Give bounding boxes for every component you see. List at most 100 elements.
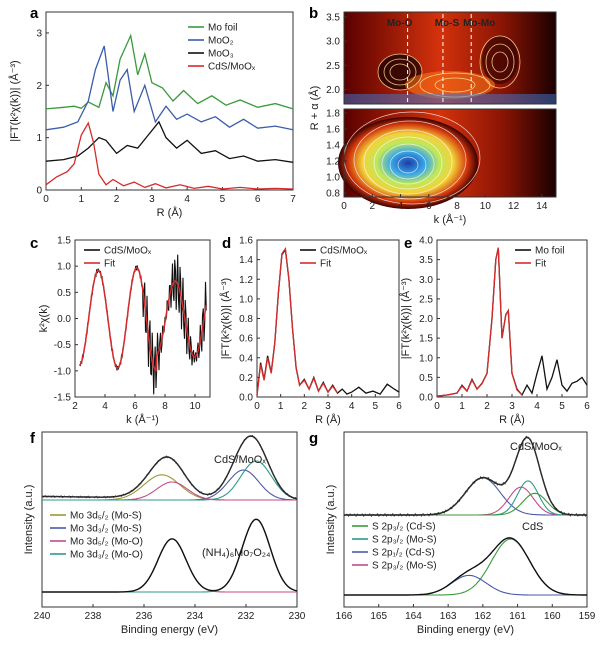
series-line-2 bbox=[45, 120, 294, 163]
x-tick-label: 8 bbox=[162, 401, 168, 412]
x-tick-label: 4 bbox=[349, 401, 355, 412]
legend-entry: Mo 3d₃/₂ (Mo-S) bbox=[70, 524, 142, 535]
y-tick-label: 3.5 bbox=[326, 12, 340, 23]
y-tick-label: -1.5 bbox=[54, 393, 72, 404]
y-tick-label: 1.0 bbox=[57, 262, 71, 273]
series-line-3 bbox=[45, 121, 294, 190]
panel-label-b: b bbox=[309, 5, 318, 22]
x-tick-label: 238 bbox=[85, 611, 102, 622]
legend-entry: Fit bbox=[535, 259, 546, 270]
heatmap-marker-lines bbox=[407, 14, 472, 104]
y-tick-label: 1.8 bbox=[326, 109, 340, 120]
panel-label-f: f bbox=[30, 430, 36, 447]
y-tick-label: 0.0 bbox=[57, 314, 71, 325]
heatmap-top-bright-band bbox=[405, 71, 495, 99]
x-tick-label: 2 bbox=[369, 201, 375, 212]
series-line-data bbox=[79, 254, 207, 395]
x-axis-label: k (Å⁻¹) bbox=[126, 413, 159, 426]
panel-c-chart: 2 4 6 8 10 -1.5 -1.0 -0.5 0.0 0.5 1.0 1.5 k (Å⁻¹) k²χ… bbox=[38, 236, 211, 426]
panel-e-chart: 0 1 2 3 4 5 6 0.0 0.5 1.0 1.5 2.0 2.5 3.0 3.5 4.0 R (Å) |… bbox=[399, 236, 590, 427]
panel-label-g: g bbox=[309, 430, 318, 447]
y-tick-label: 0.4 bbox=[239, 353, 253, 364]
panel-label-c: c bbox=[30, 235, 38, 252]
y-axis-label: k²χ(k) bbox=[38, 305, 50, 333]
y-axis-label: |FT(k²χ(k))| (Å⁻³) bbox=[399, 278, 412, 359]
plot-frame bbox=[45, 11, 294, 191]
component-peak-top-0 bbox=[344, 477, 587, 516]
envelope-top bbox=[42, 435, 298, 500]
x-tick-label: 236 bbox=[136, 611, 153, 622]
x-tick-label: 6 bbox=[426, 201, 432, 212]
y-tick-label: 1.4 bbox=[239, 255, 253, 266]
y-tick-label: 0.0 bbox=[239, 393, 253, 404]
x-tick-label: 4 bbox=[534, 401, 540, 412]
y-tick-label: 2.5 bbox=[419, 294, 433, 305]
y-tick-label: -0.5 bbox=[54, 340, 72, 351]
legend-entry: MoO₃ bbox=[208, 49, 234, 60]
x-tick-label: 4 bbox=[398, 201, 404, 212]
panel-label-e: e bbox=[404, 235, 412, 252]
y-axis-label: Intensity (a.u.) bbox=[325, 485, 337, 555]
heatmap-top-frame bbox=[343, 11, 557, 105]
y-tick-label: 1.6 bbox=[326, 125, 340, 136]
heatmap-bottom-frame bbox=[343, 108, 557, 198]
y-tick-label: 1.2 bbox=[239, 275, 253, 286]
y-tick-label: 0.0 bbox=[419, 393, 433, 404]
heatmap-annotation: Mo-O bbox=[387, 18, 413, 29]
series-line-1 bbox=[45, 45, 294, 131]
x-tick-label: 6 bbox=[396, 401, 402, 412]
legend-entry: MoO₂ bbox=[208, 36, 234, 47]
x-tick-label: 3 bbox=[149, 194, 155, 205]
y-axis-label: |FT(k²χ(k))| (Å⁻³) bbox=[8, 60, 21, 141]
y-tick-label: 0.8 bbox=[326, 189, 340, 200]
y-tick-label: 2 bbox=[36, 81, 42, 92]
x-tick-label: 3 bbox=[325, 401, 331, 412]
x-tick-label: 234 bbox=[187, 611, 204, 622]
series-line-0 bbox=[256, 248, 400, 396]
series-line-1 bbox=[256, 247, 339, 396]
trace-label: CdS bbox=[522, 521, 543, 533]
raw-data-top bbox=[41, 434, 298, 500]
y-tick-label: 3.0 bbox=[419, 275, 433, 286]
x-tick-label: 14 bbox=[536, 201, 548, 212]
y-tick-label: 2.0 bbox=[326, 85, 340, 96]
heatmap-top-contours bbox=[377, 35, 521, 98]
x-tick-label: 232 bbox=[238, 611, 255, 622]
y-tick-label: 1.4 bbox=[326, 141, 340, 152]
y-axis-label: Intensity (a.u.) bbox=[23, 485, 35, 555]
panel-label-a: a bbox=[30, 5, 39, 22]
legend-entry: S 2p₃/₂ (Mo-S) bbox=[372, 535, 437, 546]
plot-frame bbox=[41, 431, 298, 608]
legend-entry: S 2p₁/₂ (Cd-S) bbox=[372, 548, 435, 559]
x-axis-label: Binding energy (eV) bbox=[417, 624, 514, 636]
x-tick-label: 12 bbox=[508, 201, 520, 212]
x-tick-label: 10 bbox=[480, 201, 492, 212]
legend-entry: Fit bbox=[104, 259, 115, 270]
x-tick-label: 0 bbox=[43, 194, 49, 205]
x-tick-label: 2 bbox=[72, 401, 78, 412]
y-tick-label: 1.0 bbox=[419, 353, 433, 364]
legend-entry: S 2p₃/₂ (Cd-S) bbox=[372, 522, 436, 533]
x-axis-label: R (Å) bbox=[315, 413, 341, 426]
y-tick-label: 0.8 bbox=[239, 314, 253, 325]
y-tick-label: 1.0 bbox=[326, 173, 340, 184]
panel-f-chart: 240 238 236 234 232 230 Binding energy (eV) Int… bbox=[23, 431, 306, 636]
panel-d-chart: 0 1 2 3 4 5 6 0.0 0.2 0.4 0.6 0.8 1.0 1.2 1.4 1.6 R (Å) |… bbox=[219, 236, 402, 427]
trace-label: CdS/MoOₓ bbox=[214, 454, 266, 466]
x-tick-label: 5 bbox=[373, 401, 379, 412]
x-tick-label: 230 bbox=[289, 611, 306, 622]
y-axis-label: R + α (Å) bbox=[308, 86, 321, 131]
x-tick-label: 5 bbox=[220, 194, 226, 205]
x-axis-label: R (Å) bbox=[157, 206, 183, 219]
y-tick-label: 3 bbox=[36, 28, 42, 39]
x-axis-label: Binding energy (eV) bbox=[121, 624, 218, 636]
x-tick-label: 165 bbox=[370, 611, 387, 622]
y-tick-label: 3.5 bbox=[419, 255, 433, 266]
x-tick-label: 162 bbox=[475, 611, 492, 622]
heatmap-annotation: Mo-Mo bbox=[463, 18, 495, 29]
envelope-bottom bbox=[42, 518, 298, 593]
heatmap-top-edge bbox=[344, 94, 556, 104]
legend-entry: Fit bbox=[320, 259, 331, 270]
x-tick-label: 240 bbox=[34, 611, 51, 622]
